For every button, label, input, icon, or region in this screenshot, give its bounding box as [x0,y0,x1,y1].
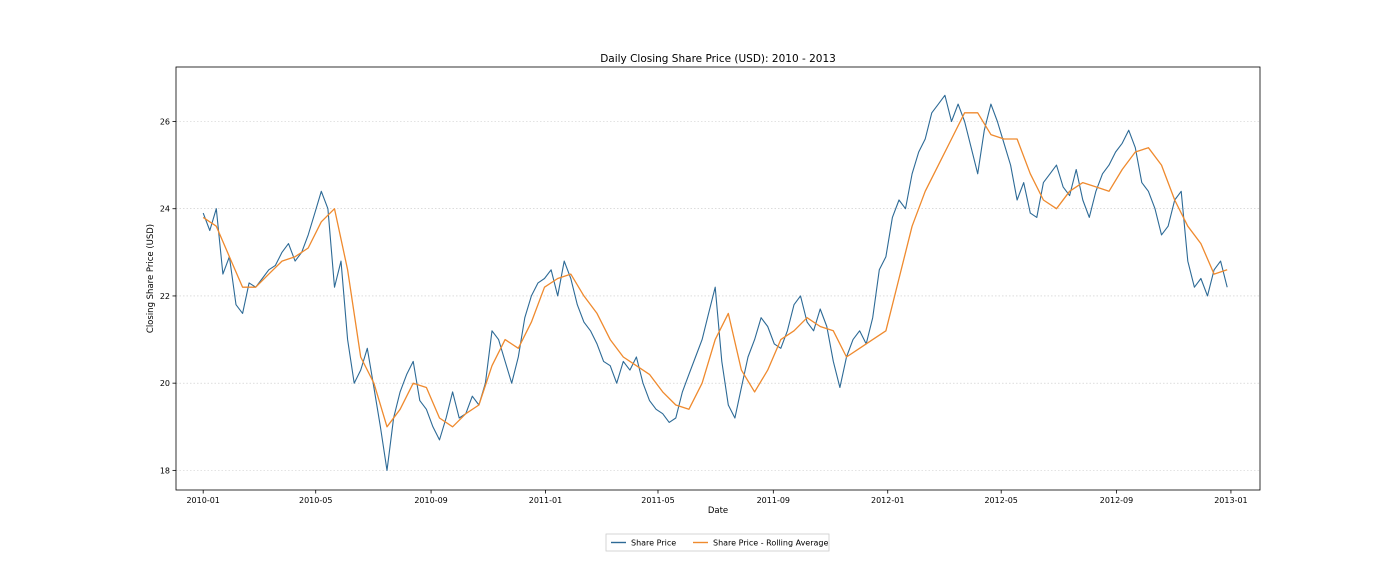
y-tick-label: 24 [160,205,170,214]
series-layer [202,94,1228,471]
x-tick-label: 2012-01 [871,496,904,505]
x-tick-label: 2010-01 [186,496,219,505]
x-axis: 2010-01 2010-05 2010-09 2011-01 2011-05 2011-… [186,490,1248,505]
x-tick-label: 2010-09 [414,496,447,505]
x-tick-label: 2012-09 [1100,496,1133,505]
series-line-share-price [202,94,1228,471]
x-tick-label: 2010-05 [299,496,332,505]
legend: Share Price Share Price - Rolling Averag… [605,533,830,552]
series-line-rolling-average [202,112,1228,428]
x-tick-label: 2011-09 [757,496,790,505]
x-axis-label: Date [708,506,728,516]
y-tick-label: 20 [160,379,170,388]
x-tick-label: 2011-01 [529,496,562,505]
legend-box [605,533,830,552]
y-tick-label: 22 [160,292,170,301]
x-tick-label: 2012-05 [984,496,1017,505]
plot-area [175,66,1261,491]
x-tick-label: 2013-01 [1214,496,1247,505]
x-tick-label: 2011-05 [641,496,674,505]
legend-label-rolling-average: Share Price - Rolling Average [713,539,829,548]
gridlines [176,121,1260,471]
y-tick-label: 18 [160,466,170,475]
legend-label-share-price: Share Price [631,539,676,548]
y-tick-label: 26 [160,118,170,127]
chart-title: Daily Closing Share Price (USD): 2010 - … [600,53,836,65]
y-axis-label: Closing Share Price (USD) [146,224,156,333]
y-axis: 18 20 22 24 26 [160,118,176,475]
